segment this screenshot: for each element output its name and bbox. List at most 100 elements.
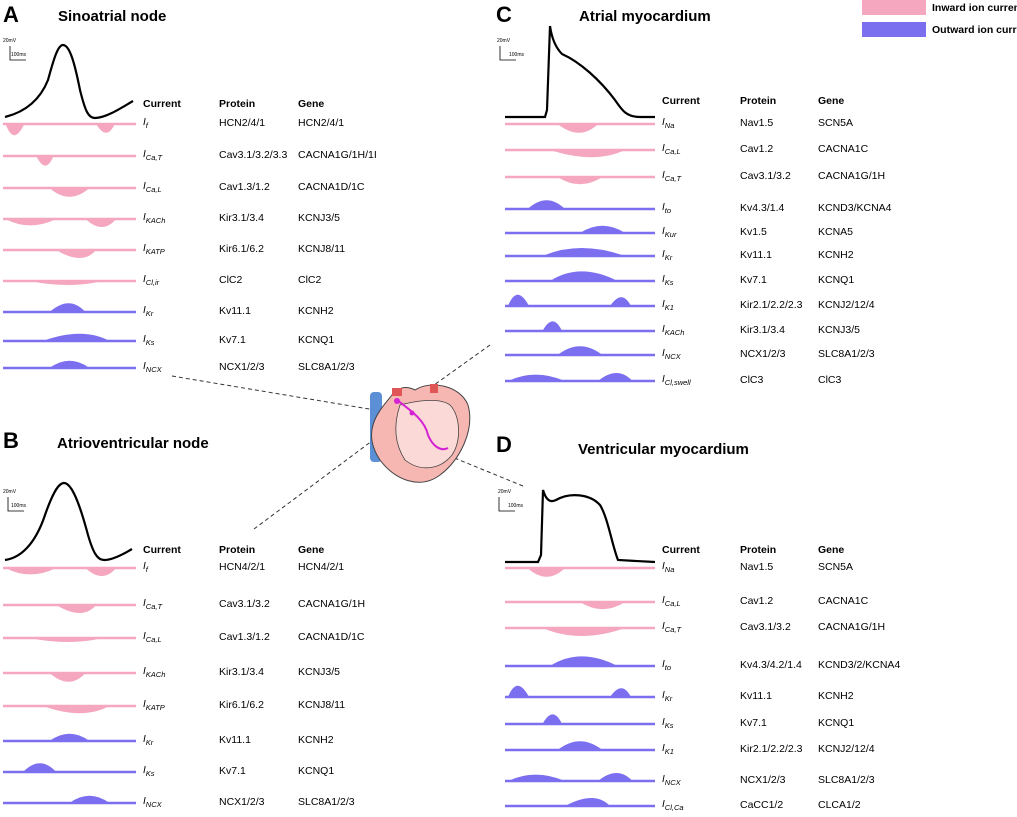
legend-outward-label: Outward ion current — [932, 24, 1017, 36]
current-trace-shape — [56, 250, 97, 258]
header-gene-d: Gene — [818, 544, 845, 556]
protein-cell: Cav3.1/3.2 — [219, 598, 270, 610]
current-subscript: Kur — [664, 230, 677, 239]
current-label: ICa,T — [662, 621, 681, 634]
current-subscript: to — [664, 206, 672, 215]
gene-cell: HCN4/2/1 — [298, 561, 345, 573]
current-symbol: I — [662, 595, 665, 606]
current-trace-shape — [508, 685, 529, 697]
current-trace-shape — [508, 374, 565, 381]
current-symbol: I — [662, 690, 665, 701]
protein-cell: Kv7.1 — [219, 334, 246, 346]
current-trace-shape — [508, 774, 565, 781]
scale-bar-c — [499, 46, 516, 61]
current-label: INCX — [143, 361, 162, 374]
current-trace-shape — [49, 303, 86, 312]
current-trace-shape — [610, 297, 631, 306]
current-label: IKs — [662, 717, 674, 730]
current-label: INCX — [143, 796, 162, 809]
gene-cell: KCNJ3/5 — [298, 666, 341, 678]
panel-title-c: Atrial myocardium — [579, 8, 711, 25]
protein-cell: ClC3 — [740, 374, 764, 386]
protein-cell: Cav3.1/3.2/3.3 — [219, 149, 288, 161]
current-subscript: KATP — [145, 703, 165, 712]
current-symbol: I — [662, 170, 665, 181]
gene-cell: KCNJ8/11 — [298, 243, 346, 255]
header-current-d: Current — [662, 544, 700, 556]
current-label: If — [143, 117, 148, 130]
current-trace-shape — [56, 605, 97, 613]
current-symbol: I — [662, 348, 665, 359]
current-label: ICa,T — [143, 149, 162, 162]
current-label: ICl,ir — [143, 274, 159, 287]
current-trace-shape — [580, 602, 625, 610]
gene-cell: CACNA1G/1H — [298, 598, 366, 610]
current-symbol: I — [662, 117, 665, 128]
current-trace-shape — [557, 346, 603, 355]
gene-cell: CACNA1D/1C — [298, 631, 365, 643]
protein-cell: NCX1/2/3 — [740, 774, 786, 786]
header-protein-d: Protein — [740, 544, 777, 556]
current-label: IKs — [143, 765, 155, 778]
protein-cell: Kir3.1/3.4 — [219, 212, 264, 224]
current-subscript: Ks — [664, 278, 674, 287]
current-symbol: I — [662, 299, 665, 310]
gene-cell: KCNH2 — [298, 734, 334, 746]
current-label: ICa,T — [662, 170, 681, 183]
current-symbol: I — [143, 598, 146, 609]
current-subscript: Ca,T — [145, 602, 163, 611]
current-subscript: Ca,L — [145, 635, 162, 644]
current-label: ICa,L — [143, 181, 162, 194]
current-symbol: I — [662, 743, 665, 754]
current-subscript: Cl,Ca — [664, 803, 684, 812]
current-label: ICl,Ca — [662, 799, 684, 812]
current-subscript: Cl,swell — [664, 378, 691, 387]
gene-cell: SCN5A — [818, 561, 854, 573]
protein-cell: Cav1.2 — [740, 143, 774, 155]
current-label: IKr — [662, 249, 672, 262]
current-symbol: I — [662, 374, 665, 385]
protein-cell: Kir3.1/3.4 — [740, 324, 785, 336]
current-trace-shape — [557, 124, 598, 133]
current-symbol: I — [143, 305, 146, 316]
current-trace-shape — [598, 373, 633, 381]
gene-cell: SLC8A1/2/3 — [818, 348, 875, 360]
current-symbol: I — [662, 717, 665, 728]
current-subscript: KACh — [145, 216, 166, 225]
current-label: ICa,L — [662, 595, 681, 608]
gene-cell: KCNJ3/5 — [298, 212, 341, 224]
current-subscript: NCX — [664, 352, 681, 361]
protein-cell: Cav3.1/3.2 — [740, 621, 791, 633]
current-label: IKr — [143, 734, 153, 747]
protein-cell: Kv11.1 — [219, 305, 251, 317]
current-subscript: Kr — [145, 738, 154, 747]
current-trace-shape — [565, 798, 610, 806]
scale-voltage-b: 20mV — [3, 489, 17, 495]
current-trace-shape — [49, 673, 86, 682]
current-symbol: I — [143, 699, 146, 710]
current-subscript: Cl,ir — [145, 278, 160, 287]
protein-cell: Cav3.1/3.2 — [740, 170, 791, 182]
panel-letter-a: A — [3, 2, 19, 27]
current-trace-shape — [542, 321, 562, 331]
current-symbol: I — [143, 274, 146, 285]
protein-cell: Kv11.1 — [219, 734, 251, 746]
current-subscript: Na — [664, 121, 675, 130]
current-subscript: KACh — [664, 328, 685, 337]
header-gene-a: Gene — [298, 98, 325, 110]
gene-cell: KCNJ2/12/4 — [818, 299, 875, 311]
current-label: INa — [662, 561, 674, 574]
gene-cell: CACNA1G/1H — [818, 621, 886, 633]
gene-cell: SLC8A1/2/3 — [818, 774, 875, 786]
gene-cell: KCND3/KCNA4 — [818, 202, 892, 214]
current-label: ICl,swell — [662, 374, 691, 387]
current-trace-shape — [69, 795, 110, 803]
current-subscript: KACh — [145, 670, 166, 679]
panel-title-d: Ventricular myocardium — [578, 441, 749, 458]
panel-letter-d: D — [496, 432, 512, 457]
current-subscript: Kr — [664, 694, 673, 703]
protein-cell: NCX1/2/3 — [740, 348, 786, 360]
ap-atrioventricular — [4, 481, 133, 562]
protein-cell: Kv4.3/1.4 — [740, 202, 785, 214]
